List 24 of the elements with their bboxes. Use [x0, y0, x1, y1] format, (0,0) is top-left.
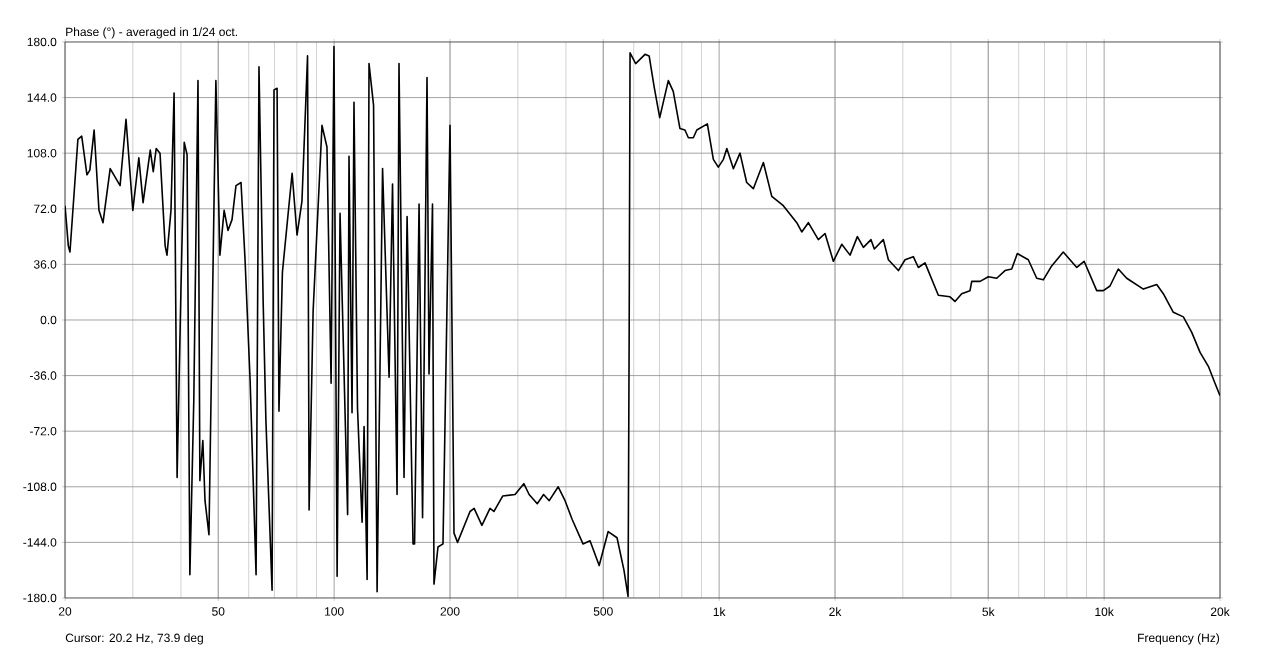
y-tick-label: -180.0: [23, 593, 57, 603]
x-tick-label: 10k: [1095, 607, 1114, 616]
x-tick-label: 200: [440, 607, 460, 616]
y-tick-label: -144.0: [23, 538, 57, 547]
x-tick-label: 500: [593, 607, 613, 616]
y-tick-label: 72.0: [34, 204, 57, 214]
y-tick-label: -36.0: [30, 371, 57, 380]
y-tick-label: -108.0: [23, 482, 57, 492]
x-tick-label: 50: [212, 607, 225, 616]
x-axis-title: Frequency (Hz): [1138, 633, 1220, 645]
x-tick-label: 20k: [1210, 607, 1230, 616]
x-tick-label: 100: [325, 607, 344, 616]
y-tick-label: 180.0: [27, 37, 57, 47]
y-tick-label: 108.0: [27, 148, 57, 158]
x-tick-label: 20: [58, 607, 72, 616]
y-tick-label: 0.0: [40, 315, 57, 325]
y-tick-label: -72.0: [30, 426, 57, 436]
x-tick-label: 2k: [829, 607, 842, 616]
x-tick-label: 5k: [982, 607, 995, 616]
y-tick-label: 36.0: [33, 260, 57, 269]
x-tick-label: 1k: [713, 607, 726, 616]
y-tick-label: 144.0: [27, 93, 57, 102]
text: Cursor: 20.2 Hz, 73.9 deg: [65, 633, 203, 645]
chart-title: Phase (°) - averaged in 1/24 oct.: [66, 27, 237, 39]
